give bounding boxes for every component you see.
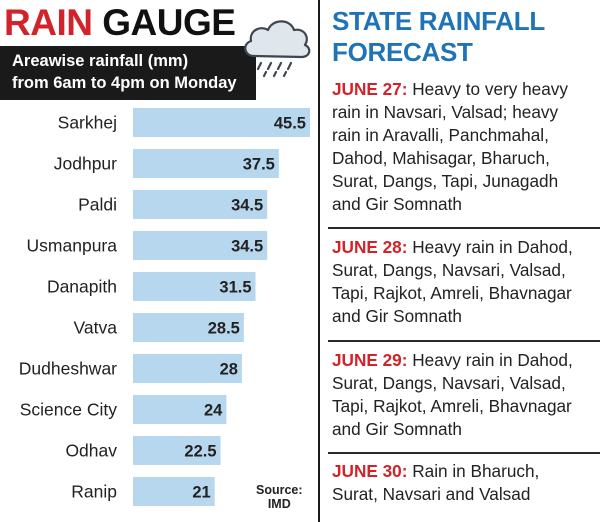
bar-odhav: [133, 436, 221, 465]
category-label: Sarkhej: [58, 113, 117, 133]
category-label: Paldi: [78, 195, 117, 215]
forecast-line: Surat, Navsari and Valsad: [332, 484, 531, 504]
bar-vatva: [133, 313, 244, 342]
forecast-line: rain in Navsari, Valsad; heavy: [332, 102, 559, 122]
forecast-text: Heavy to very heavy: [407, 79, 568, 99]
forecast-line: JUNE 28: Heavy rain in Dahod,: [332, 236, 596, 259]
subtitle-line-1: Areawise rainfall (mm): [12, 52, 189, 70]
forecast-line: JUNE 30: Rain in Bharuch,: [332, 460, 596, 483]
forecast-title: STATE RAINFALL FORECAST: [332, 6, 545, 68]
forecast-date: JUNE 30:: [332, 461, 408, 481]
forecast-date: JUNE 29:: [332, 350, 408, 370]
forecast-date: JUNE 28:: [332, 237, 408, 257]
bar-danapith: [133, 272, 256, 301]
forecast-line: Surat, Dangs, Navsari, Valsad,: [332, 373, 566, 393]
forecast-title-line-2: FORECAST: [332, 37, 473, 67]
rain-gauge-title: RAIN GAUGE: [4, 2, 236, 44]
title-word-gauge: GAUGE: [102, 2, 236, 43]
bar-ranip: [133, 477, 215, 506]
forecast-line: JUNE 27: Heavy to very heavy: [332, 78, 596, 101]
forecast-line: Surat, Dangs, Tapi, Junagadh: [332, 171, 559, 191]
title-word-rain: RAIN: [4, 2, 93, 43]
value-label: 37.5: [243, 156, 275, 174]
category-label: Dudheshwar: [19, 359, 117, 379]
value-label: 24: [204, 402, 223, 420]
bar-sarkhej: [133, 108, 310, 137]
bar-jodhpur: [133, 149, 279, 178]
value-label: 28: [220, 361, 238, 379]
value-label: 34.5: [231, 197, 263, 215]
category-label: Ranip: [71, 482, 117, 502]
forecast-line: and Gir Somnath: [332, 306, 462, 326]
category-label: Odhav: [65, 441, 117, 461]
category-label: Vatva: [74, 318, 118, 338]
value-label: 28.5: [208, 320, 240, 338]
rain-cloud-icon: [238, 10, 316, 80]
bar-paldi: [133, 190, 268, 219]
forecast-separator: [328, 452, 600, 454]
forecast-line: rain in Aravalli, Panchmahal,: [332, 125, 549, 145]
bar-usmanpura: [133, 231, 268, 260]
forecast-text: Rain in Bharuch,: [407, 461, 540, 481]
value-label: 45.5: [274, 115, 306, 133]
bar-science-city: [133, 395, 227, 424]
category-label: Science City: [20, 400, 118, 420]
forecast-line: Tapi, Rajkot, Amreli, Bhavnagar: [332, 283, 572, 303]
forecast-line: Dahod, Mahisagar, Bharuch,: [332, 148, 550, 168]
chart-subtitle: Areawise rainfall (mm) from 6am to 4pm o…: [0, 46, 256, 100]
forecast-item: JUNE 27: Heavy to very heavy rain in Navs…: [332, 78, 596, 216]
forecast-line: JUNE 29: Heavy rain in Dahod,: [332, 349, 596, 372]
forecast-item: JUNE 29: Heavy rain in Dahod, Surat, Dang…: [332, 349, 596, 441]
forecast-text: Heavy rain in Dahod,: [407, 237, 573, 257]
value-label: 21: [192, 484, 210, 502]
category-label: Usmanpura: [27, 236, 118, 256]
rain-gauge-panel: RAIN GAUGE Areawise rainfall (mm) from 6…: [0, 2, 318, 520]
panel-divider: [318, 0, 320, 522]
source-value: IMD: [267, 497, 291, 511]
forecast-separator: [328, 340, 600, 342]
forecast-date: JUNE 27:: [332, 79, 408, 99]
category-label: Danapith: [47, 277, 117, 297]
forecast-separator: [328, 227, 600, 229]
forecast-item: JUNE 28: Heavy rain in Dahod, Surat, Dang…: [332, 236, 596, 328]
forecast-line: and Gir Somnath: [332, 194, 462, 214]
value-label: 22.5: [184, 443, 216, 461]
source-label: Source:: [256, 483, 303, 497]
forecast-line: Tapi, Rajkot, Amreli, Bhavnagar: [332, 396, 572, 416]
source-note: Source: IMD: [256, 483, 303, 511]
forecast-line: and Gir Somnath: [332, 419, 462, 439]
forecast-item: JUNE 30: Rain in Bharuch, Surat, Navsari …: [332, 460, 596, 506]
rainfall-bar-chart: Sarkhej 45.5 Jodhpur 37.5 Paldi 34.5 Usmanpura…: [0, 100, 318, 520]
value-label: 34.5: [231, 238, 263, 256]
value-label: 31.5: [219, 279, 251, 297]
category-label: Jodhpur: [54, 154, 117, 174]
bar-dudheshwar: [133, 354, 242, 383]
subtitle-line-2: from 6am to 4pm on Monday: [12, 74, 237, 92]
forecast-text: Heavy rain in Dahod,: [407, 350, 573, 370]
forecast-line: Surat, Dangs, Navsari, Valsad,: [332, 260, 566, 280]
forecast-title-line-1: STATE RAINFALL: [332, 6, 545, 36]
forecast-panel: STATE RAINFALL FORECAST JUNE 27: Heavy t…: [320, 0, 600, 522]
